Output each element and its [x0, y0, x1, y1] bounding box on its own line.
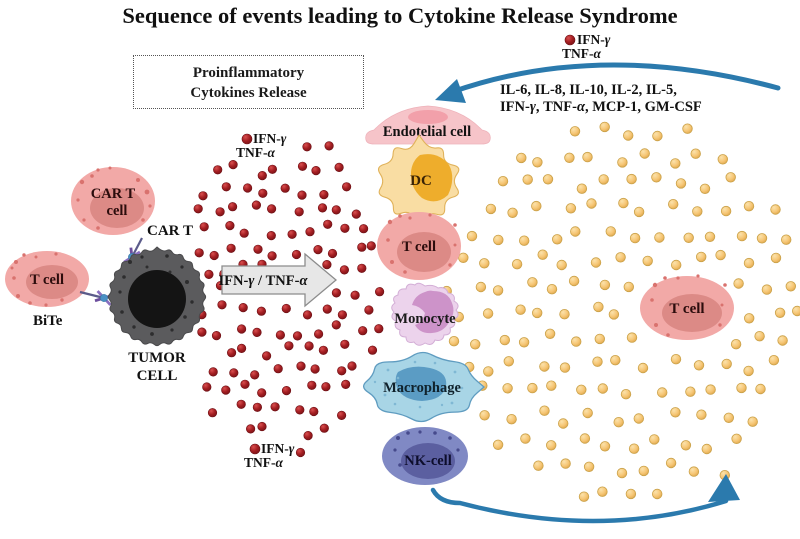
svg-text:IFN-γ: IFN-γ	[577, 32, 611, 47]
svg-text:TUMOR: TUMOR	[128, 350, 186, 366]
svg-text:CELL: CELL	[137, 368, 178, 384]
svg-text:BiTe: BiTe	[33, 313, 63, 329]
svg-text:TNF-α: TNF-α	[244, 455, 284, 470]
svg-text:DC: DC	[410, 173, 432, 189]
svg-text:T cell: T cell	[402, 239, 436, 255]
svg-text:IFN-γ, TNF-α, MCP-1, GM-CSF: IFN-γ, TNF-α, MCP-1, GM-CSF	[500, 99, 702, 115]
svg-text:TNF-α: TNF-α	[562, 46, 602, 61]
svg-text:Monocyte: Monocyte	[394, 311, 456, 327]
svg-text:IFN-γ / TNF-α: IFN-γ / TNF-α	[219, 273, 309, 289]
svg-text:T cell: T cell	[30, 272, 64, 288]
svg-text:Endotelial cell: Endotelial cell	[383, 124, 471, 140]
svg-text:TNF-α: TNF-α	[236, 145, 276, 160]
svg-text:IL-6, IL-8, IL-10, IL-2, IL-5,: IL-6, IL-8, IL-10, IL-2, IL-5,	[500, 82, 677, 98]
svg-text:IFN-γ: IFN-γ	[253, 131, 287, 146]
svg-text:cell: cell	[107, 203, 128, 219]
svg-text:CAR T: CAR T	[147, 223, 193, 239]
svg-text:NK-cell: NK-cell	[404, 453, 452, 469]
svg-text:T cell: T cell	[669, 301, 704, 317]
svg-text:CAR T: CAR T	[91, 186, 136, 202]
svg-text:IFN-γ: IFN-γ	[261, 441, 295, 456]
svg-text:Macrophage: Macrophage	[383, 380, 461, 396]
